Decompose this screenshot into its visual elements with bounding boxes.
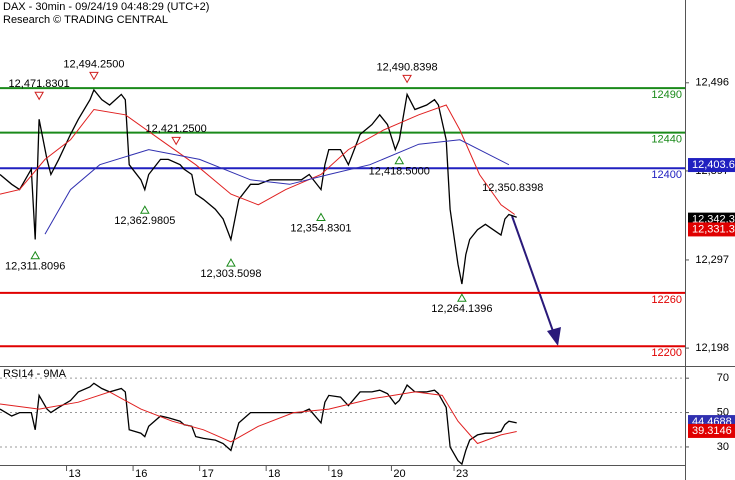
level-label: 12490: [651, 89, 682, 101]
x-tick-label: 20: [393, 468, 405, 480]
high-marker: [171, 136, 182, 146]
y-tick-label: 12,297: [695, 254, 729, 266]
price-tag-label: 12,403.6: [692, 159, 735, 171]
annotation: 12,350.8398: [482, 182, 543, 194]
y-tick-label: 12,496: [695, 77, 729, 89]
series-line: [0, 391, 517, 445]
forecast-arrow: [511, 215, 561, 346]
annotation: 12,311.8096: [5, 261, 65, 273]
annotation: 12,354.8301: [290, 222, 351, 234]
annotation: 12,494.2500: [63, 58, 124, 70]
low-marker: [226, 258, 236, 267]
high-marker: [89, 71, 99, 81]
chart-title: DAX - 30min - 09/24/19 04:48:29 (UTC+2): [3, 1, 209, 13]
x-tick-label: 23: [456, 468, 468, 480]
low-marker: [316, 212, 326, 221]
x-tick-label: 18: [268, 468, 280, 480]
level-label: 12400: [651, 169, 682, 181]
x-tick-label: 13: [69, 468, 81, 480]
price-tag-label: 39.3146: [692, 425, 732, 437]
price-tag: [688, 423, 735, 438]
chart-subtitle: Research © TRADING CENTRAL: [3, 14, 168, 26]
price-tag: [688, 158, 735, 173]
annotation: 12,471.8301: [9, 78, 70, 90]
low-marker: [457, 293, 467, 302]
series-line: [0, 382, 517, 466]
low-marker: [394, 155, 405, 165]
annotation: 12,421.2500: [146, 123, 207, 135]
level-label: 12260: [651, 294, 682, 306]
level-label: 12200: [651, 347, 682, 359]
high-marker: [34, 91, 45, 101]
y-tick-label: 12,198: [695, 342, 729, 354]
annotation: 12,303.5098: [200, 268, 261, 280]
series-line: [0, 104, 515, 215]
annotation: 12,490.8398: [376, 61, 437, 73]
low-marker: [139, 205, 150, 214]
high-marker: [402, 74, 412, 84]
annotation: 12,362.9805: [114, 215, 175, 227]
y-tick-label: 70: [717, 372, 729, 384]
level-label: 12440: [651, 134, 682, 146]
y-tick-label: 30: [717, 441, 729, 453]
price-tag: [688, 222, 735, 237]
annotation: 12,418.5000: [369, 166, 430, 178]
annotation: 12,264.1396: [431, 303, 492, 315]
rsi-title: RSI14 - 9MA: [3, 368, 67, 380]
x-tick-label: 16: [135, 468, 147, 480]
series-line: [0, 88, 517, 285]
x-tick-label: 19: [331, 468, 343, 480]
series-line: [44, 139, 510, 235]
x-tick-label: 17: [202, 468, 214, 480]
price-tag-label: 12,331.3: [692, 223, 735, 235]
low-marker: [30, 250, 41, 260]
